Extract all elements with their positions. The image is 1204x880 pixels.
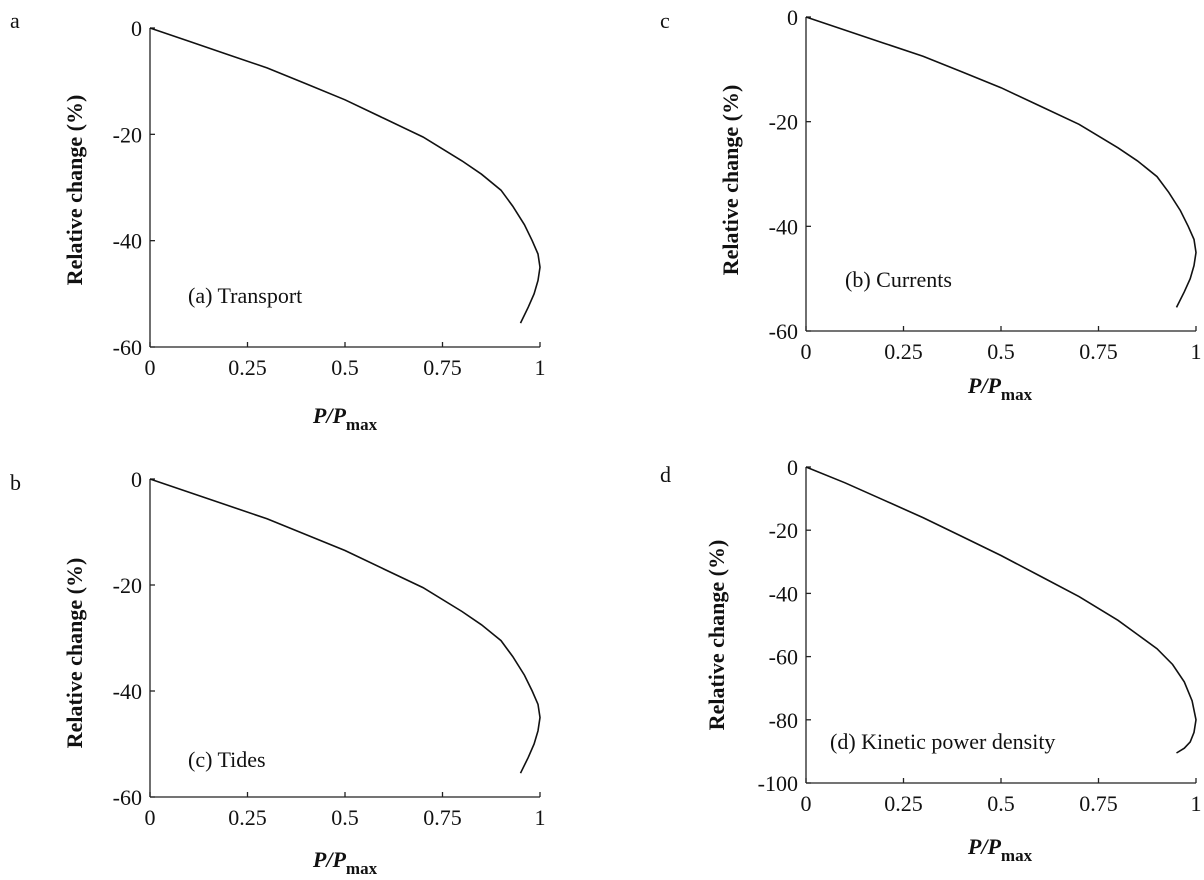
x-tick-label: 0.75 [1079, 339, 1118, 364]
y-tick-label: -100 [758, 771, 798, 796]
panel-letter: c [660, 8, 670, 33]
y-tick-label: -80 [769, 708, 798, 733]
x-tick-label: 1 [535, 805, 546, 830]
y-tick-label: -40 [769, 581, 798, 606]
x-tick-label: 1 [1191, 791, 1202, 816]
x-tick-label: 0.25 [884, 791, 923, 816]
x-tick-label: 0.5 [331, 355, 359, 380]
y-tick-label: 0 [787, 5, 798, 30]
x-axis-title: P/Pmax [967, 373, 1033, 404]
x-axis-title: P/Pmax [312, 403, 378, 434]
x-axis-title-subscript: max [346, 859, 378, 878]
series-line [149, 27, 541, 324]
panel-letter: d [660, 462, 671, 487]
y-axis-title: Relative change (%) [62, 95, 87, 286]
x-tick-label: 0 [145, 805, 156, 830]
panel-transport: a Relative change (%) P/Pmax (a) Transpo… [10, 8, 546, 434]
series-line [805, 16, 1197, 308]
x-tick-label: 0.5 [987, 339, 1015, 364]
x-tick-label: 0.5 [331, 805, 359, 830]
y-tick-label: 0 [131, 16, 142, 41]
panel-annotation: (b) Currents [845, 267, 952, 292]
x-tick-label: 0.75 [423, 355, 462, 380]
y-tick-label: -20 [113, 573, 142, 598]
x-tick-label: 1 [1191, 339, 1202, 364]
y-tick-label: -40 [113, 229, 142, 254]
x-tick-label: 0 [801, 791, 812, 816]
x-axis-title: P/Pmax [967, 834, 1033, 865]
panel-currents: c Relative change (%) P/Pmax (b) Current… [660, 5, 1202, 404]
panel-annotation: (d) Kinetic power density [830, 729, 1055, 754]
x-tick-label: 0.5 [987, 791, 1015, 816]
y-tick-label: -60 [769, 645, 798, 670]
x-tick-label: 0.75 [423, 805, 462, 830]
x-axis-title-main: P/P [312, 403, 347, 428]
x-tick-label: 0.25 [228, 805, 267, 830]
x-tick-label: 0.25 [228, 355, 267, 380]
y-tick-label: -20 [769, 110, 798, 135]
y-tick-label: -60 [113, 785, 142, 810]
x-axis-title-subscript: max [346, 415, 378, 434]
y-tick-label: -20 [113, 122, 142, 147]
x-tick-label: 0.75 [1079, 791, 1118, 816]
panel-tides: b Relative change (%) P/Pmax (c) Tides 0… [10, 467, 546, 878]
y-tick-label: -40 [113, 679, 142, 704]
x-axis-title-main: P/P [967, 834, 1002, 859]
x-axis-title-subscript: max [1001, 385, 1033, 404]
y-tick-label: -40 [769, 214, 798, 239]
y-axis-title: Relative change (%) [718, 85, 743, 276]
x-axis-title-main: P/P [312, 847, 347, 872]
panel-letter: b [10, 470, 21, 495]
y-tick-label: 0 [131, 467, 142, 492]
series-line [149, 478, 541, 774]
x-tick-label: 1 [535, 355, 546, 380]
x-tick-label: 0 [145, 355, 156, 380]
y-axis-title: Relative change (%) [704, 540, 729, 731]
x-axis-title-main: P/P [967, 373, 1002, 398]
y-tick-label: -20 [769, 518, 798, 543]
series-line [805, 466, 1197, 754]
y-tick-label: -60 [113, 335, 142, 360]
x-axis-title: P/Pmax [312, 847, 378, 878]
x-tick-label: 0 [801, 339, 812, 364]
panel-annotation: (c) Tides [188, 747, 266, 772]
panel-letter: a [10, 8, 20, 33]
panel-annotation: (a) Transport [188, 283, 302, 308]
x-axis-title-subscript: max [1001, 846, 1033, 865]
y-tick-label: 0 [787, 455, 798, 480]
panel-kinetic-power-density: d Relative change (%) P/Pmax (d) Kinetic… [660, 455, 1202, 865]
y-tick-label: -60 [769, 319, 798, 344]
x-tick-label: 0.25 [884, 339, 923, 364]
y-axis-title: Relative change (%) [62, 558, 87, 749]
